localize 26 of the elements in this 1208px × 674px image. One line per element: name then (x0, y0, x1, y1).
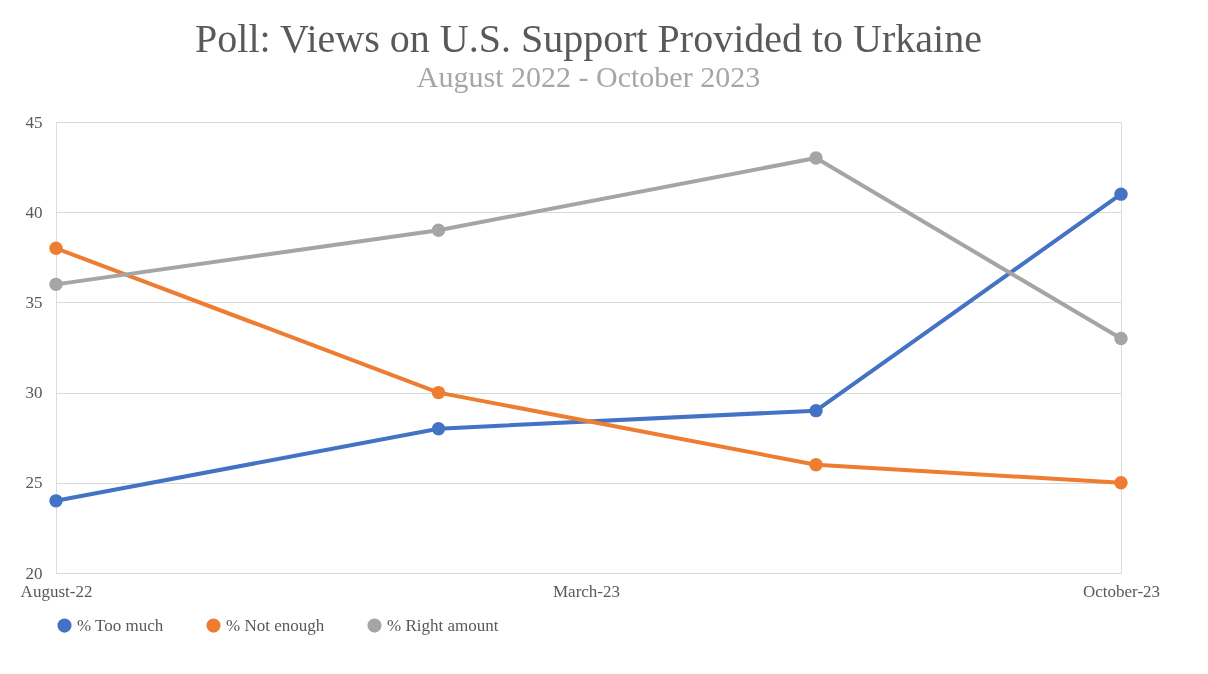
y-tick-label: 25 (25, 473, 43, 493)
point (49, 494, 63, 508)
x-tick-label: October-23 (1082, 581, 1161, 601)
point (1114, 187, 1128, 201)
point (431, 223, 446, 237)
x-tick-label: March-23 (552, 581, 621, 601)
point (809, 151, 823, 165)
point (1114, 331, 1128, 346)
legend-label: % Too much (77, 615, 164, 635)
point (49, 277, 63, 292)
legend-label: % Right amount (387, 615, 499, 635)
y-tick-label: 35 (25, 292, 43, 312)
chart-subtitle: August 2022 - October 2023 (416, 60, 761, 93)
y-tick-label: 40 (25, 202, 43, 222)
y-tick-label: 30 (25, 383, 43, 403)
point (809, 403, 823, 418)
point (431, 385, 446, 400)
point (431, 421, 446, 436)
y-tick-label: 45 (25, 112, 43, 132)
y-tick-label: 20 (25, 563, 43, 583)
chart-title: Poll: Views on U.S. Support Provided to Urkaine (195, 16, 982, 61)
point (809, 458, 823, 472)
x-tick-label: August-22 (20, 581, 93, 601)
legend-label: % Not enough (226, 615, 325, 635)
point (49, 241, 63, 255)
point (1114, 476, 1128, 490)
